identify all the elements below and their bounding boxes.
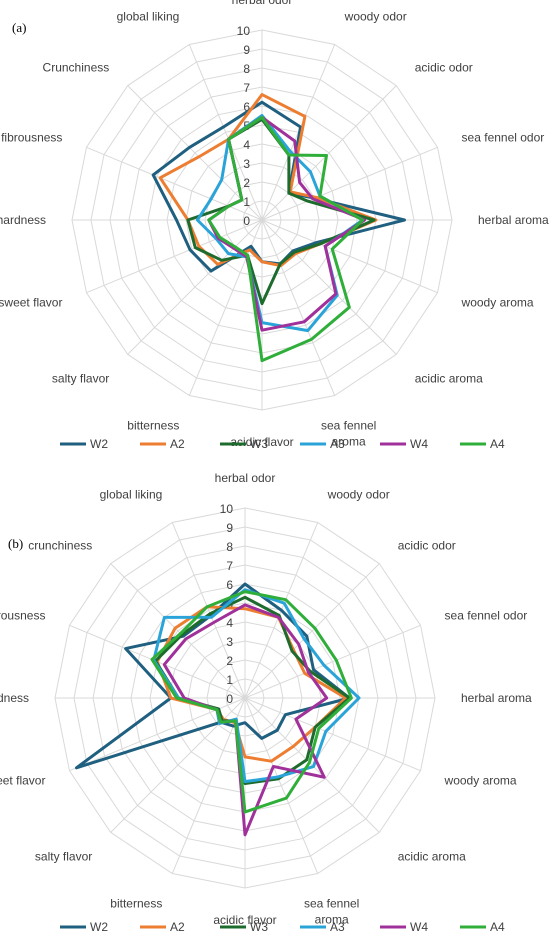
axis-label-acidic-flavor: acidic flavor: [213, 913, 276, 927]
tick-label-7: 7: [226, 559, 233, 573]
legend-label-w3: W3: [250, 437, 268, 451]
grid-spoke: [261, 219, 336, 396]
axis-label-acidic-odor: acidic odor: [415, 60, 473, 74]
axis-label-sweet-flavor: sweet flavor: [0, 296, 62, 310]
axis-label-woody-odor: woody odor: [344, 9, 407, 23]
tick-label-0: 0: [226, 692, 233, 706]
axis-label-hardness: hardness: [0, 213, 46, 227]
axis-label-bitterness: bitterness: [110, 897, 162, 911]
tick-label-1: 1: [226, 673, 233, 687]
tick-label-1: 1: [243, 195, 250, 209]
grid-spoke: [261, 219, 397, 355]
legend: W2 A2 W3 A3 W4 A4: [60, 437, 505, 451]
axis-label-salty-flavor: salty flavor: [35, 850, 92, 864]
tick-label-0: 0: [243, 214, 250, 228]
axis-label-acidic-flavor: acidic flavor: [230, 435, 293, 449]
tick-label-2: 2: [226, 654, 233, 668]
axis-label-herbal-aroma: herbal aroma: [461, 691, 532, 705]
axis-label-woody-aroma: woody aroma: [444, 774, 517, 788]
axis-label-hardness: hardness: [0, 691, 29, 705]
series-line-a4: [207, 115, 365, 363]
radar-grid: [71, 29, 453, 411]
axis-label-sea-fennel-aroma: sea fennel aroma: [321, 419, 376, 449]
grid-spoke: [110, 563, 246, 699]
axis-label-acidic-aroma: acidic aroma: [398, 850, 466, 864]
tick-label-9: 9: [243, 43, 250, 57]
legend-label-w2: W2: [90, 920, 108, 934]
grid-spoke: [244, 697, 319, 874]
tick-label-6: 6: [226, 578, 233, 592]
axis-label-fibrousness: fibrousness: [1, 130, 62, 144]
axis-label-bitterness: bitterness: [127, 419, 179, 433]
grid-spoke: [261, 85, 397, 221]
legend-label-w2: W2: [90, 437, 108, 451]
axis-label-acidic-odor: acidic odor: [398, 538, 456, 552]
axis-label-woody-aroma: woody aroma: [461, 296, 534, 310]
panel-label: (a): [12, 20, 26, 35]
axis-label-herbal-odor: herbal odor: [232, 0, 293, 7]
panel-label: (b): [8, 536, 23, 551]
tick-label-4: 4: [226, 616, 233, 630]
grid-spoke: [86, 146, 263, 221]
legend-label-a3: A3: [330, 437, 345, 451]
axis-label-crunchiness: crunchiness: [28, 538, 92, 552]
series-line-w3: [153, 595, 351, 785]
series-line-a3: [195, 114, 365, 333]
tick-label-3: 3: [226, 635, 233, 649]
grid-spoke: [188, 44, 263, 221]
axis-label-herbal-odor: herbal odor: [215, 471, 276, 485]
legend: W2 A2 W3 A3 W4 A4: [60, 920, 505, 934]
grid-spoke: [244, 563, 380, 699]
tick-label-7: 7: [243, 81, 250, 95]
legend-label-a2: A2: [170, 920, 185, 934]
series-line-w2: [74, 582, 351, 770]
tick-label-6: 6: [243, 100, 250, 114]
tick-label-8: 8: [226, 540, 233, 554]
tick-label-8: 8: [243, 62, 250, 76]
axis-label-global-liking: global liking: [117, 9, 180, 23]
legend-label-a2: A2: [170, 437, 185, 451]
legend-label-a3: A3: [330, 920, 345, 934]
grid-spoke: [127, 85, 263, 221]
axis-label-acidic-aroma: acidic aroma: [415, 372, 483, 386]
legend-label-w3: W3: [250, 920, 268, 934]
series-line-w4: [162, 603, 329, 837]
axis-label-crunchiness: Crunchiness: [43, 60, 110, 74]
legend-label-a4: A4: [490, 920, 505, 934]
series-line-a3: [152, 588, 361, 784]
axis-label-sweet-flavor: sweet flavor: [0, 774, 45, 788]
tick-label-4: 4: [243, 138, 250, 152]
legend-label-a4: A4: [490, 437, 505, 451]
legend-label-w4: W4: [410, 920, 428, 934]
tick-label-10: 10: [237, 24, 251, 38]
series-line-a4: [150, 590, 353, 814]
grid-spoke: [110, 697, 246, 833]
legend-label-w4: W4: [410, 437, 428, 451]
grid-spoke: [244, 697, 421, 772]
axis-label-salty-flavor: salty flavor: [52, 372, 109, 386]
axis-label-sea-fennel-odor: sea fennel odor: [462, 130, 545, 144]
grid-spoke: [127, 219, 263, 355]
grid-spoke: [261, 146, 438, 221]
axis-label-fibrousness: fibrousness: [0, 608, 45, 622]
axis-label-woody-odor: woody odor: [327, 487, 390, 501]
tick-label-9: 9: [226, 521, 233, 535]
axis-label-global-liking: global liking: [100, 487, 163, 501]
axis-label-herbal-aroma: herbal aroma: [478, 213, 549, 227]
axis-label-sea-fennel-odor: sea fennel odor: [445, 608, 528, 622]
tick-label-2: 2: [243, 176, 250, 190]
series-line-a2: [158, 93, 378, 268]
grid-spoke: [244, 624, 421, 699]
tick-label-10: 10: [220, 502, 234, 516]
grid-spoke: [244, 697, 380, 833]
grid-spoke: [261, 219, 438, 294]
grid-spoke: [86, 219, 263, 294]
grid-spoke: [171, 522, 246, 699]
axis-label-sea-fennel-aroma: sea fennel aroma: [304, 897, 359, 927]
tick-label-3: 3: [243, 157, 250, 171]
